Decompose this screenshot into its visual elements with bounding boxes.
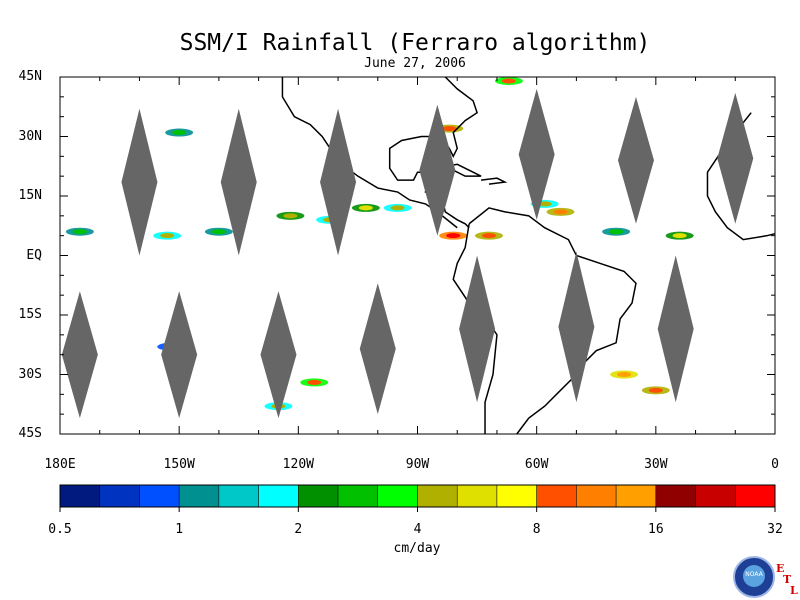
swath-gap-south-4 <box>459 255 496 403</box>
rain-area-core-5 <box>358 205 373 211</box>
colorbar-swatch <box>456 484 498 508</box>
rain-area-core-14 <box>442 126 457 132</box>
colorbar-label: 8 <box>532 522 541 537</box>
swath-gap-south-2 <box>260 291 297 419</box>
latitude-label: 45N <box>18 69 42 84</box>
colorbar-swatch <box>337 484 379 508</box>
rain-area-core-3 <box>283 213 298 219</box>
swath-gap-south-6 <box>657 255 694 403</box>
rain-area-core-18 <box>617 372 632 377</box>
longitude-label: 150W <box>163 457 195 472</box>
chart-title: SSM/I Rainfall (Ferraro algorithm) <box>179 30 651 56</box>
colorbar-label: 2 <box>294 522 303 537</box>
colorbar-swatch <box>695 484 736 508</box>
colorbar-label: 4 <box>413 522 422 537</box>
colorbar-swatch <box>576 484 617 508</box>
swath-gap-north-6 <box>717 92 754 224</box>
rain-area-core-2 <box>211 229 226 235</box>
latitude-label: 15N <box>18 188 42 203</box>
rain-area-core-12 <box>672 233 687 239</box>
coastline-3 <box>468 207 637 435</box>
rain-area-core-8 <box>482 233 496 239</box>
colorbar-swatch <box>615 484 657 508</box>
colorbar-swatch <box>536 484 577 508</box>
longitude-label: 90W <box>405 457 430 472</box>
rain-area-core-13 <box>501 78 516 84</box>
noaa-logo-text: NOAA <box>745 571 763 578</box>
swath-gap-south-5 <box>558 251 595 403</box>
rain-area-core-16 <box>307 379 322 385</box>
etl-letter-t: T <box>783 573 792 586</box>
etl-letter-l: L <box>790 584 798 597</box>
latitude-label: 45S <box>18 426 42 441</box>
rain-area-core-11 <box>609 229 624 235</box>
longitude-label: 60W <box>524 457 549 472</box>
colorbar-swatch <box>735 484 776 508</box>
colorbar-label: 32 <box>767 522 783 537</box>
colorbar-swatch <box>417 484 458 508</box>
latitude-label: 30N <box>18 128 42 144</box>
etl-letter-e: E <box>776 562 785 575</box>
colorbar-swatch <box>99 484 140 508</box>
rain-area-core-7 <box>446 233 461 239</box>
swath-gap-north-4 <box>518 88 555 220</box>
rain-area-core-15 <box>172 130 187 136</box>
noaa-logo-icon: NOAA <box>733 556 775 598</box>
colorbar-label: 0.5 <box>48 522 72 537</box>
colorbar-swatch <box>258 484 299 508</box>
colorbar-swatch <box>377 484 418 508</box>
swath-gap-south-0 <box>61 291 98 419</box>
colorbar-swatch <box>59 484 100 508</box>
coastline-6 <box>480 177 508 185</box>
longitude-label: 0 <box>771 457 779 472</box>
colorbar-swatch <box>218 484 259 508</box>
colorbar-label: 1 <box>175 522 184 537</box>
longitude-label: 120W <box>282 457 314 472</box>
rain-area-core-1 <box>160 233 175 239</box>
rain-area-core-19 <box>648 387 663 393</box>
rain-area-core-10 <box>553 209 568 215</box>
longitude-label: 30W <box>644 457 668 472</box>
colorbar-swatch <box>139 484 180 508</box>
colorbar-swatch <box>298 484 339 508</box>
swath-gap-north-5 <box>617 96 654 224</box>
colorbar-units: cm/day <box>393 541 441 556</box>
swath-gap-north-3 <box>419 104 456 236</box>
chart-subtitle: June 27, 2006 <box>364 56 466 71</box>
rain-area-core-0 <box>72 229 87 235</box>
latitude-label: 15S <box>18 307 42 322</box>
colorbar-swatch <box>178 484 220 508</box>
longitude-label: 180E <box>44 457 76 472</box>
rain-area-core-6 <box>390 205 405 211</box>
latitude-label: 30S <box>18 366 42 382</box>
colorbar-swatch <box>655 484 696 508</box>
swath-gap-north-2 <box>320 108 357 256</box>
swath-gap-north-0 <box>121 108 158 256</box>
swath-gap-south-1 <box>161 291 198 419</box>
swath-gap-north-1 <box>220 108 257 256</box>
latitude-label: EQ <box>26 247 42 263</box>
colorbar-label: 16 <box>648 522 664 537</box>
coastline-5 <box>437 163 482 177</box>
swath-gap-south-3 <box>359 283 396 415</box>
colorbar-swatch <box>496 484 537 508</box>
